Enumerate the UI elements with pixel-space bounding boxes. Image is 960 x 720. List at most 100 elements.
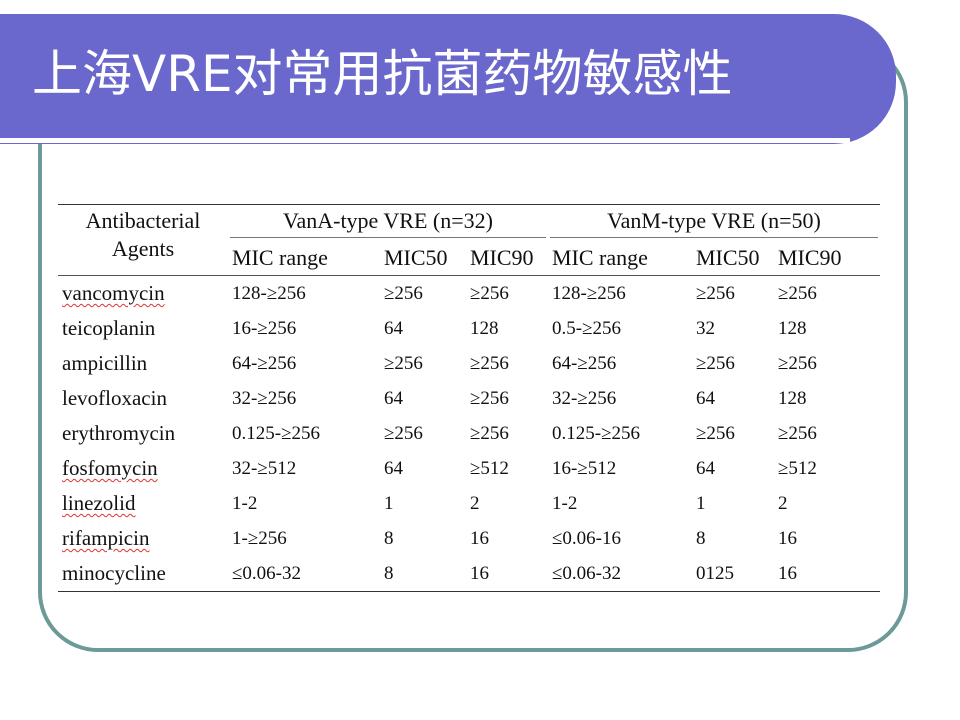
vanm-mic90-cell: ≥256 (778, 422, 817, 444)
vanm-mic-range-cell: 1-2 (552, 492, 578, 514)
agent-name-cell: fosfomycin (58, 451, 228, 486)
agent-name-cell: linezolid (58, 486, 228, 521)
vanm-mic50-cell: 0125 (696, 562, 734, 584)
agent-name-cell: rifampicin (58, 521, 228, 556)
vana-mic90-cell: ≥256 (470, 352, 509, 374)
vana-mic50-cell: ≥256 (384, 352, 423, 374)
agent-name-cell: ampicillin (58, 346, 228, 381)
agents-header-line1: Antibacterial (85, 208, 201, 233)
vana-mic-range-cell: 0.125-≥256 (232, 422, 321, 444)
subheader-vana-mic-range: MIC range (232, 245, 328, 270)
vanm-mic-range-cell: 16-≥512 (552, 457, 617, 479)
vanm-mic-range-cell: 32-≥256 (552, 387, 617, 409)
vana-mic90-cell: 128 (470, 317, 499, 339)
table-row: rifampicin 1-≥256 8 16 ≤0.06-16 8 16 (58, 521, 880, 556)
vanm-mic50-cell: 64 (696, 457, 715, 479)
vanm-mic50-cell: 64 (696, 387, 715, 409)
mic-table-container: Antibacterial Agents VanA-type VRE (n=32… (58, 204, 880, 592)
vanm-mic90-cell: 2 (778, 492, 788, 514)
agent-name-cell: levofloxacin (58, 381, 228, 416)
vana-mic-range-cell: 32-≥256 (232, 387, 297, 409)
title-underline (0, 138, 850, 143)
agent-name-cell: erythromycin (58, 416, 228, 451)
vana-mic90-cell: 16 (470, 562, 489, 584)
vana-mic90-cell: ≥256 (470, 282, 509, 304)
vana-mic50-cell: 64 (384, 457, 403, 479)
subheader-vanm-mic50: MIC50 (696, 245, 760, 270)
table-row: teicoplanin 16-≥256 64 128 0.5-≥256 32 128 (58, 311, 880, 346)
group-header-vana: VanA-type VRE (n=32) (228, 205, 548, 242)
vana-mic90-cell: 16 (470, 527, 489, 549)
vana-mic-range-cell: 16-≥256 (232, 317, 297, 339)
table-row: minocycline ≤0.06-32 8 16 ≤0.06-32 0125 16 (58, 556, 880, 592)
agents-header-line2: Agents (111, 236, 175, 261)
table-row: vancomycin 128-≥256 ≥256 ≥256 128-≥256 ≥256 ≥2… (58, 276, 880, 312)
agent-name: rifampicin (62, 526, 150, 550)
table-row: fosfomycin 32-≥512 64 ≥512 16-≥512 64 ≥512 (58, 451, 880, 486)
vana-mic50-cell: 1 (384, 492, 394, 514)
subheader-vana-mic90: MIC90 (470, 245, 534, 270)
agent-name: fosfomycin (62, 456, 158, 480)
vanm-mic50-cell: 1 (696, 492, 706, 514)
slide-title: 上海VRE对常用抗菌药物敏感性 (32, 45, 733, 103)
vanm-mic-range-cell: 128-≥256 (552, 282, 626, 304)
agent-name: vancomycin (62, 281, 165, 305)
table-row: erythromycin 0.125-≥256 ≥256 ≥256 0.125-≥256… (58, 416, 880, 451)
vana-mic50-cell: ≥256 (384, 422, 423, 444)
mic-table: Antibacterial Agents VanA-type VRE (n=32… (58, 204, 880, 592)
vanm-mic-range-cell: ≤0.06-16 (552, 527, 622, 549)
vanm-mic90-cell: ≥256 (778, 282, 817, 304)
vanm-mic50-cell: ≥256 (696, 352, 735, 374)
agent-name-cell: teicoplanin (58, 311, 228, 346)
title-bar: 上海VRE对常用抗菌药物敏感性 (0, 14, 896, 144)
table-body: vancomycin 128-≥256 ≥256 ≥256 128-≥256 ≥256 ≥2… (58, 276, 880, 592)
vanm-mic90-cell: 16 (778, 527, 797, 549)
agent-name: levofloxacin (62, 386, 167, 410)
table-row: linezolid 1-2 1 2 1-2 1 2 (58, 486, 880, 521)
vana-mic-range-cell: 1-2 (232, 492, 258, 514)
vana-mic-range-cell: 32-≥512 (232, 457, 297, 479)
vana-mic50-cell: 8 (384, 562, 394, 584)
vanm-mic90-cell: 16 (778, 562, 797, 584)
table-row: ampicillin 64-≥256 ≥256 ≥256 64-≥256 ≥256 ≥256 (58, 346, 880, 381)
agent-name: minocycline (62, 561, 166, 585)
vana-mic50-cell: ≥256 (384, 282, 423, 304)
subheader-vanm-mic90: MIC90 (778, 245, 842, 270)
table-row: levofloxacin 32-≥256 64 ≥256 32-≥256 64 128 (58, 381, 880, 416)
vana-mic90-cell: ≥256 (470, 387, 509, 409)
vana-mic-range-cell: ≤0.06-32 (232, 562, 302, 584)
group-header-vanm: VanM-type VRE (n=50) (548, 205, 880, 242)
agent-name: teicoplanin (62, 316, 156, 340)
vanm-mic50-cell: 32 (696, 317, 715, 339)
vanm-mic-range-cell: 0.5-≥256 (552, 317, 622, 339)
vana-mic-range-cell: 64-≥256 (232, 352, 297, 374)
agent-name: ampicillin (62, 351, 148, 375)
vana-mic50-cell: 64 (384, 387, 403, 409)
agent-name: erythromycin (62, 421, 176, 445)
group-header-row: Antibacterial Agents VanA-type VRE (n=32… (58, 204, 880, 261)
vanm-mic50-cell: 8 (696, 527, 706, 549)
vana-mic50-cell: 64 (384, 317, 403, 339)
vanm-mic90-cell: 128 (778, 317, 807, 339)
agents-header: Antibacterial Agents (58, 205, 228, 276)
agent-name-cell: minocycline (58, 556, 228, 592)
vanm-mic-range-cell: 64-≥256 (552, 352, 617, 374)
subheader-vana-mic50: MIC50 (384, 245, 448, 270)
vanm-mic90-cell: ≥256 (778, 352, 817, 374)
vanm-mic-range-cell: ≤0.06-32 (552, 562, 622, 584)
vana-mic90-cell: ≥512 (470, 457, 509, 479)
vanm-mic50-cell: ≥256 (696, 422, 735, 444)
subheader-row: MIC range MIC50 MIC90 MIC range MIC50 MI… (58, 241, 880, 276)
group-header-vanm-label: VanM-type VRE (n=50) (550, 208, 878, 238)
vanm-mic50-cell: ≥256 (696, 282, 735, 304)
vana-mic50-cell: 8 (384, 527, 394, 549)
vana-mic90-cell: 2 (470, 492, 480, 514)
agent-name: linezolid (62, 491, 136, 515)
vana-mic-range-cell: 1-≥256 (232, 527, 287, 549)
vana-mic-range-cell: 128-≥256 (232, 282, 306, 304)
vanm-mic90-cell: ≥512 (778, 457, 817, 479)
vanm-mic-range-cell: 0.125-≥256 (552, 422, 641, 444)
group-header-vana-label: VanA-type VRE (n=32) (230, 208, 546, 238)
subheader-vanm-mic-range: MIC range (552, 245, 648, 270)
vana-mic90-cell: ≥256 (470, 422, 509, 444)
